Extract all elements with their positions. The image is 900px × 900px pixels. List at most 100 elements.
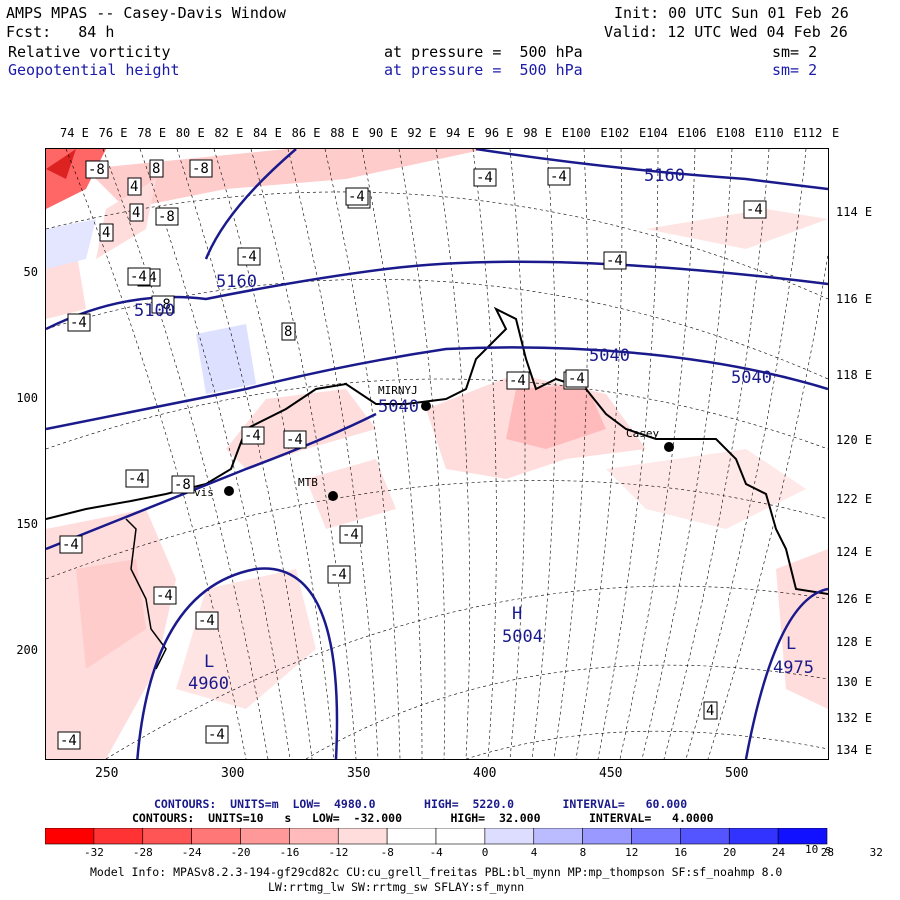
colorbar-swatch <box>631 828 681 845</box>
vorticity-label-box <box>205 725 229 744</box>
high-extremum-label: H <box>512 604 522 624</box>
lon-label-top: 80 E <box>175 126 205 140</box>
colorbar-label: -24 <box>181 846 202 859</box>
colorbar-label: -4 <box>429 846 443 859</box>
colorbar-label: -28 <box>132 846 153 859</box>
vorticity-height-map: -88-844-84-4-4-4-48-4-4-4-8-4-4-4-4-4-8-… <box>46 149 828 759</box>
height-contours <box>46 149 828 759</box>
vorticity-label: -4 <box>60 733 77 749</box>
colorbar-swatch <box>582 828 632 845</box>
height-contour-label: 5040 <box>731 368 772 388</box>
lon-label-right: 116 E <box>836 292 873 306</box>
height-contour-label: 5160 <box>216 272 257 292</box>
field1-smoothing: sm= 2 <box>772 43 818 61</box>
init-time: Init: 00 UTC Sun 01 Feb 26 <box>614 4 849 22</box>
vorticity-shading <box>46 149 828 759</box>
vorticity-label: -4 <box>286 432 303 448</box>
height-contour-label: 5040 <box>589 346 630 366</box>
vorticity-label: -4 <box>509 373 526 389</box>
y-tick-label: 150 <box>16 517 38 531</box>
colorbar-swatch <box>93 828 144 845</box>
vorticity-label-box <box>565 369 589 388</box>
lon-label-top: E112 <box>793 126 823 140</box>
vorticity-label-box <box>237 247 261 266</box>
vorticity-label: 4 <box>132 205 140 221</box>
vorticity-label-box <box>547 167 571 186</box>
station-mirnyj-marker <box>421 401 431 411</box>
vorticity-label-box <box>506 371 530 390</box>
lon-label-top: 76 E <box>98 126 128 140</box>
colorbar-label: -8 <box>380 846 394 859</box>
vorticity-label: -4 <box>128 471 145 487</box>
vorticity-contour-info: CONTOURS: UNITS=10 s LOW= -32.000 HIGH= … <box>132 811 714 825</box>
height-contour-label: 4975 <box>773 658 814 678</box>
vorticity-label: -4 <box>244 428 261 444</box>
lon-label-top: 90 E <box>368 126 398 140</box>
coastline <box>46 306 828 595</box>
vorticity-label-box <box>155 207 179 226</box>
lon-label-top: 74 E <box>60 126 89 140</box>
colorbar-swatch <box>728 828 779 845</box>
lon-label-top: E106 <box>677 126 707 140</box>
x-tick-label: 450 <box>599 766 623 781</box>
lon-label-top: E100 <box>561 126 591 140</box>
lon-label-top: E102 <box>600 126 630 140</box>
field2-smoothing: sm= 2 <box>772 61 818 79</box>
lon-label-top: 78 E <box>137 126 167 140</box>
colorbar-label: -16 <box>279 846 300 859</box>
colorbar-label: 16 <box>674 846 688 859</box>
lon-label-top: 98 E <box>523 126 553 140</box>
y-tick-label: 100 <box>16 391 38 405</box>
lon-label-right: 124 E <box>836 545 873 559</box>
vorticity-label: -4 <box>348 189 365 205</box>
height-contour-label: 5004 <box>502 627 543 647</box>
valid-time: Valid: 12 UTC Wed 04 Feb 26 <box>604 23 848 41</box>
lon-label-right: 126 E <box>836 592 873 606</box>
vorticity-label: -4 <box>746 202 763 218</box>
vorticity-label: -4 <box>156 588 173 604</box>
vorticity-label-box <box>125 469 149 488</box>
vorticity-label: -4 <box>198 613 215 629</box>
colorbar-label: 28 <box>820 846 835 859</box>
meridian-line <box>472 149 497 759</box>
vorticity-label: -4 <box>476 170 493 186</box>
colorbar-label: 0 <box>481 846 489 859</box>
vorticity-label: -4 <box>330 567 347 583</box>
colorbar-label: 4 <box>530 846 538 859</box>
station-label: vis <box>194 486 214 499</box>
field2-level: at pressure = 500 hPa <box>384 61 583 79</box>
colorbar-swatch <box>142 828 192 845</box>
vorticity-label-box <box>127 177 142 196</box>
vorticity-label: -8 <box>192 161 209 177</box>
vorticity-label: -4 <box>240 249 257 265</box>
lon-label-right: 114 E <box>836 205 873 219</box>
vorticity-label: -4 <box>568 371 585 387</box>
vorticity-label-box <box>151 295 175 314</box>
meridian-line <box>531 149 556 759</box>
vorticity-label-box <box>743 200 767 219</box>
map-panel: -88-844-84-4-4-4-48-4-4-4-8-4-4-4-4-4-8-… <box>45 148 829 760</box>
vorticity-label: -8 <box>88 162 105 178</box>
vorticity-label-box <box>241 426 265 445</box>
lon-label-right: 128 E <box>836 635 873 649</box>
colorbar-swatch <box>191 828 241 845</box>
vorticity-label: -4 <box>606 253 623 269</box>
vorticity-label-box <box>281 322 296 341</box>
vorticity-label: 8 <box>152 161 160 177</box>
lon-label-top: 82 E <box>214 126 244 140</box>
colorbar-label: 8 <box>579 846 587 859</box>
vorticity-label-box <box>189 159 213 178</box>
lon-label-right: 120 E <box>836 433 873 447</box>
vorticity-label-box <box>85 160 109 179</box>
meridian-line <box>663 149 770 759</box>
lon-label-top: 92 E <box>407 126 437 140</box>
field1-name: Relative vorticity <box>8 43 171 61</box>
station-mtb-marker <box>328 491 338 501</box>
lon-label-right: 132 E <box>836 711 873 725</box>
vorticity-label-box <box>57 731 81 750</box>
colorbar-swatch <box>435 828 486 845</box>
colorbar-label: 24 <box>771 846 786 859</box>
vorticity-label-box <box>59 535 83 554</box>
colorbar-label: 12 <box>625 846 639 859</box>
colorbar-swatch <box>533 828 583 845</box>
